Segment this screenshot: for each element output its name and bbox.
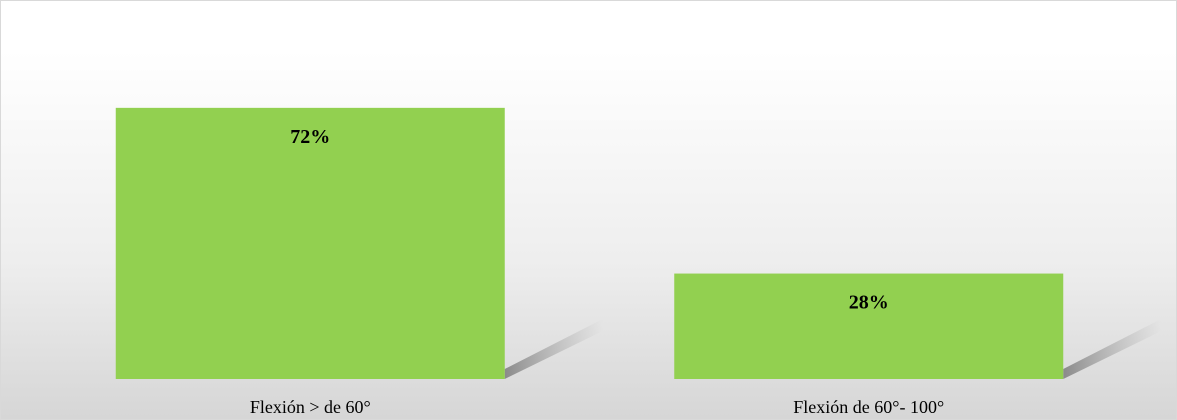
bars	[115, 107, 1064, 380]
data-label-2: 28%	[849, 292, 889, 314]
labels: 72% Flexión > de 60° 28% Flexión de 60°- 10…	[250, 126, 944, 417]
bar-shadow	[504, 319, 603, 379]
data-label-1: 72%	[290, 126, 330, 148]
bar-shadows	[504, 319, 1162, 379]
bar-1	[115, 107, 505, 380]
category-label-1: Flexión > de 60°	[250, 397, 371, 417]
category-label-2: Flexión de 60°- 100°	[793, 397, 944, 417]
bar-shadow	[1063, 319, 1162, 379]
bar-2	[674, 273, 1064, 379]
